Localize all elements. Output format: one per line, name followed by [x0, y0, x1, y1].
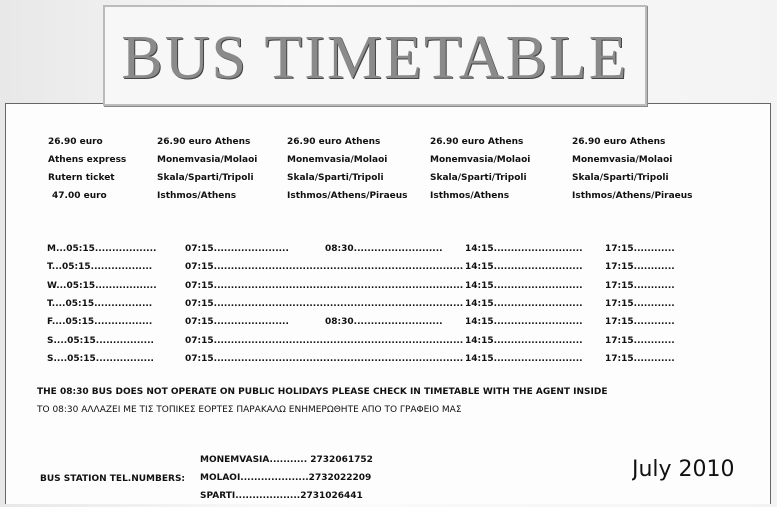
schedule-cell: 17:15............: [605, 262, 675, 273]
fare-line: 26.90 euro: [48, 137, 103, 147]
schedule-cell: 14:15..........................: [465, 262, 583, 273]
title: BUS TIMETABLE: [121, 24, 629, 92]
fare-line: Monemvasia/Molaoi: [572, 155, 673, 165]
notice-frame: [5, 103, 771, 504]
schedule-cell: 07:15...................................…: [185, 262, 463, 273]
fare-line: Skala/Sparti/Tripoli: [572, 173, 669, 183]
fare-line: Monemvasia/Molaoi: [287, 155, 388, 165]
fare-line: 26.90 euro Athens: [572, 137, 666, 147]
schedule-cell: S....05:15.................: [47, 335, 154, 346]
fare-line: 26.90 euro Athens: [430, 137, 524, 147]
schedule-cell: 08:30..........................: [325, 244, 443, 254]
phone: MONEMVASIA........... 2732061752: [200, 455, 373, 465]
schedule-cell: W...05:15..................: [47, 280, 157, 291]
schedule-cell: 14:15..........................: [465, 353, 583, 364]
schedule-cell: 17:15............: [605, 298, 675, 309]
schedule-cell: 07:15...................................…: [185, 298, 463, 309]
fare-line: Isthmos/Athens: [430, 191, 510, 201]
schedule-cell: 07:15...................................…: [185, 335, 463, 346]
phone: SPARTI...................2731026441: [200, 491, 363, 501]
schedule-cell: 17:15............: [605, 353, 675, 364]
phone: MOLAOI....................2732022209: [200, 473, 372, 483]
schedule-cell: 17:15............: [605, 280, 675, 291]
schedule-cell: 08:30..........................: [325, 317, 443, 328]
fare-line: 47.00 euro: [52, 191, 107, 201]
schedule-cell: 14:15..........................: [465, 244, 583, 254]
schedule-cell: T....05:15.................: [47, 298, 153, 309]
schedule-cell: 07:15......................: [185, 317, 289, 328]
fare-line: Athens express: [48, 155, 127, 165]
fare-line: Isthmos/Athens: [157, 191, 237, 201]
schedule-cell: 07:15...................................…: [185, 353, 463, 364]
schedule-cell: 17:15............: [605, 335, 675, 346]
fare-line: Rutern ticket: [48, 173, 115, 183]
schedule-cell: F....05:15.................: [47, 317, 153, 328]
schedule-cell: T...05:15..................: [47, 262, 153, 273]
schedule-cell: 14:15..........................: [465, 298, 583, 309]
fare-line: Skala/Sparti/Tripoli: [157, 173, 254, 183]
title-box: BUS TIMETABLE: [103, 5, 647, 106]
notice: TO 08:30 ΑΛΛΑΖΕΙ ΜΕ ΤΙΣ ΤΟΠΙΚΕΣ ΕΟΡΤΕΣ Π…: [37, 405, 462, 415]
schedule-cell: 07:15...................................…: [185, 280, 463, 291]
fare-line: Monemvasia/Molaoi: [157, 155, 258, 165]
fare-line: Monemvasia/Molaoi: [430, 155, 531, 165]
fare-line: Isthmos/Athens/Piraeus: [287, 191, 408, 201]
fare-line: 26.90 euro Athens: [157, 137, 251, 147]
fare-line: Isthmos/Athens/Piraeus: [572, 191, 693, 201]
schedule-cell: 17:15............: [605, 317, 675, 328]
schedule-cell: 14:15..........................: [465, 280, 583, 291]
date-stamp: July 2010: [632, 457, 735, 482]
schedule-cell: 17:15............: [605, 244, 675, 254]
fare-line: 26.90 euro Athens: [287, 137, 381, 147]
notice: THE 08:30 BUS DOES NOT OPERATE ON PUBLIC…: [37, 387, 608, 397]
fare-line: Skala/Sparti/Tripoli: [430, 173, 527, 183]
contacts-label: BUS STATION TEL.NUMBERS:: [40, 474, 186, 484]
schedule-cell: M...05:15..................: [47, 244, 157, 254]
schedule-cell: 07:15......................: [185, 244, 289, 254]
schedule-cell: S....05:15.................: [47, 353, 154, 364]
schedule-cell: 14:15..........................: [465, 335, 583, 346]
schedule-cell: 14:15..........................: [465, 317, 583, 328]
fare-line: Skala/Sparti/Tripoli: [287, 173, 384, 183]
